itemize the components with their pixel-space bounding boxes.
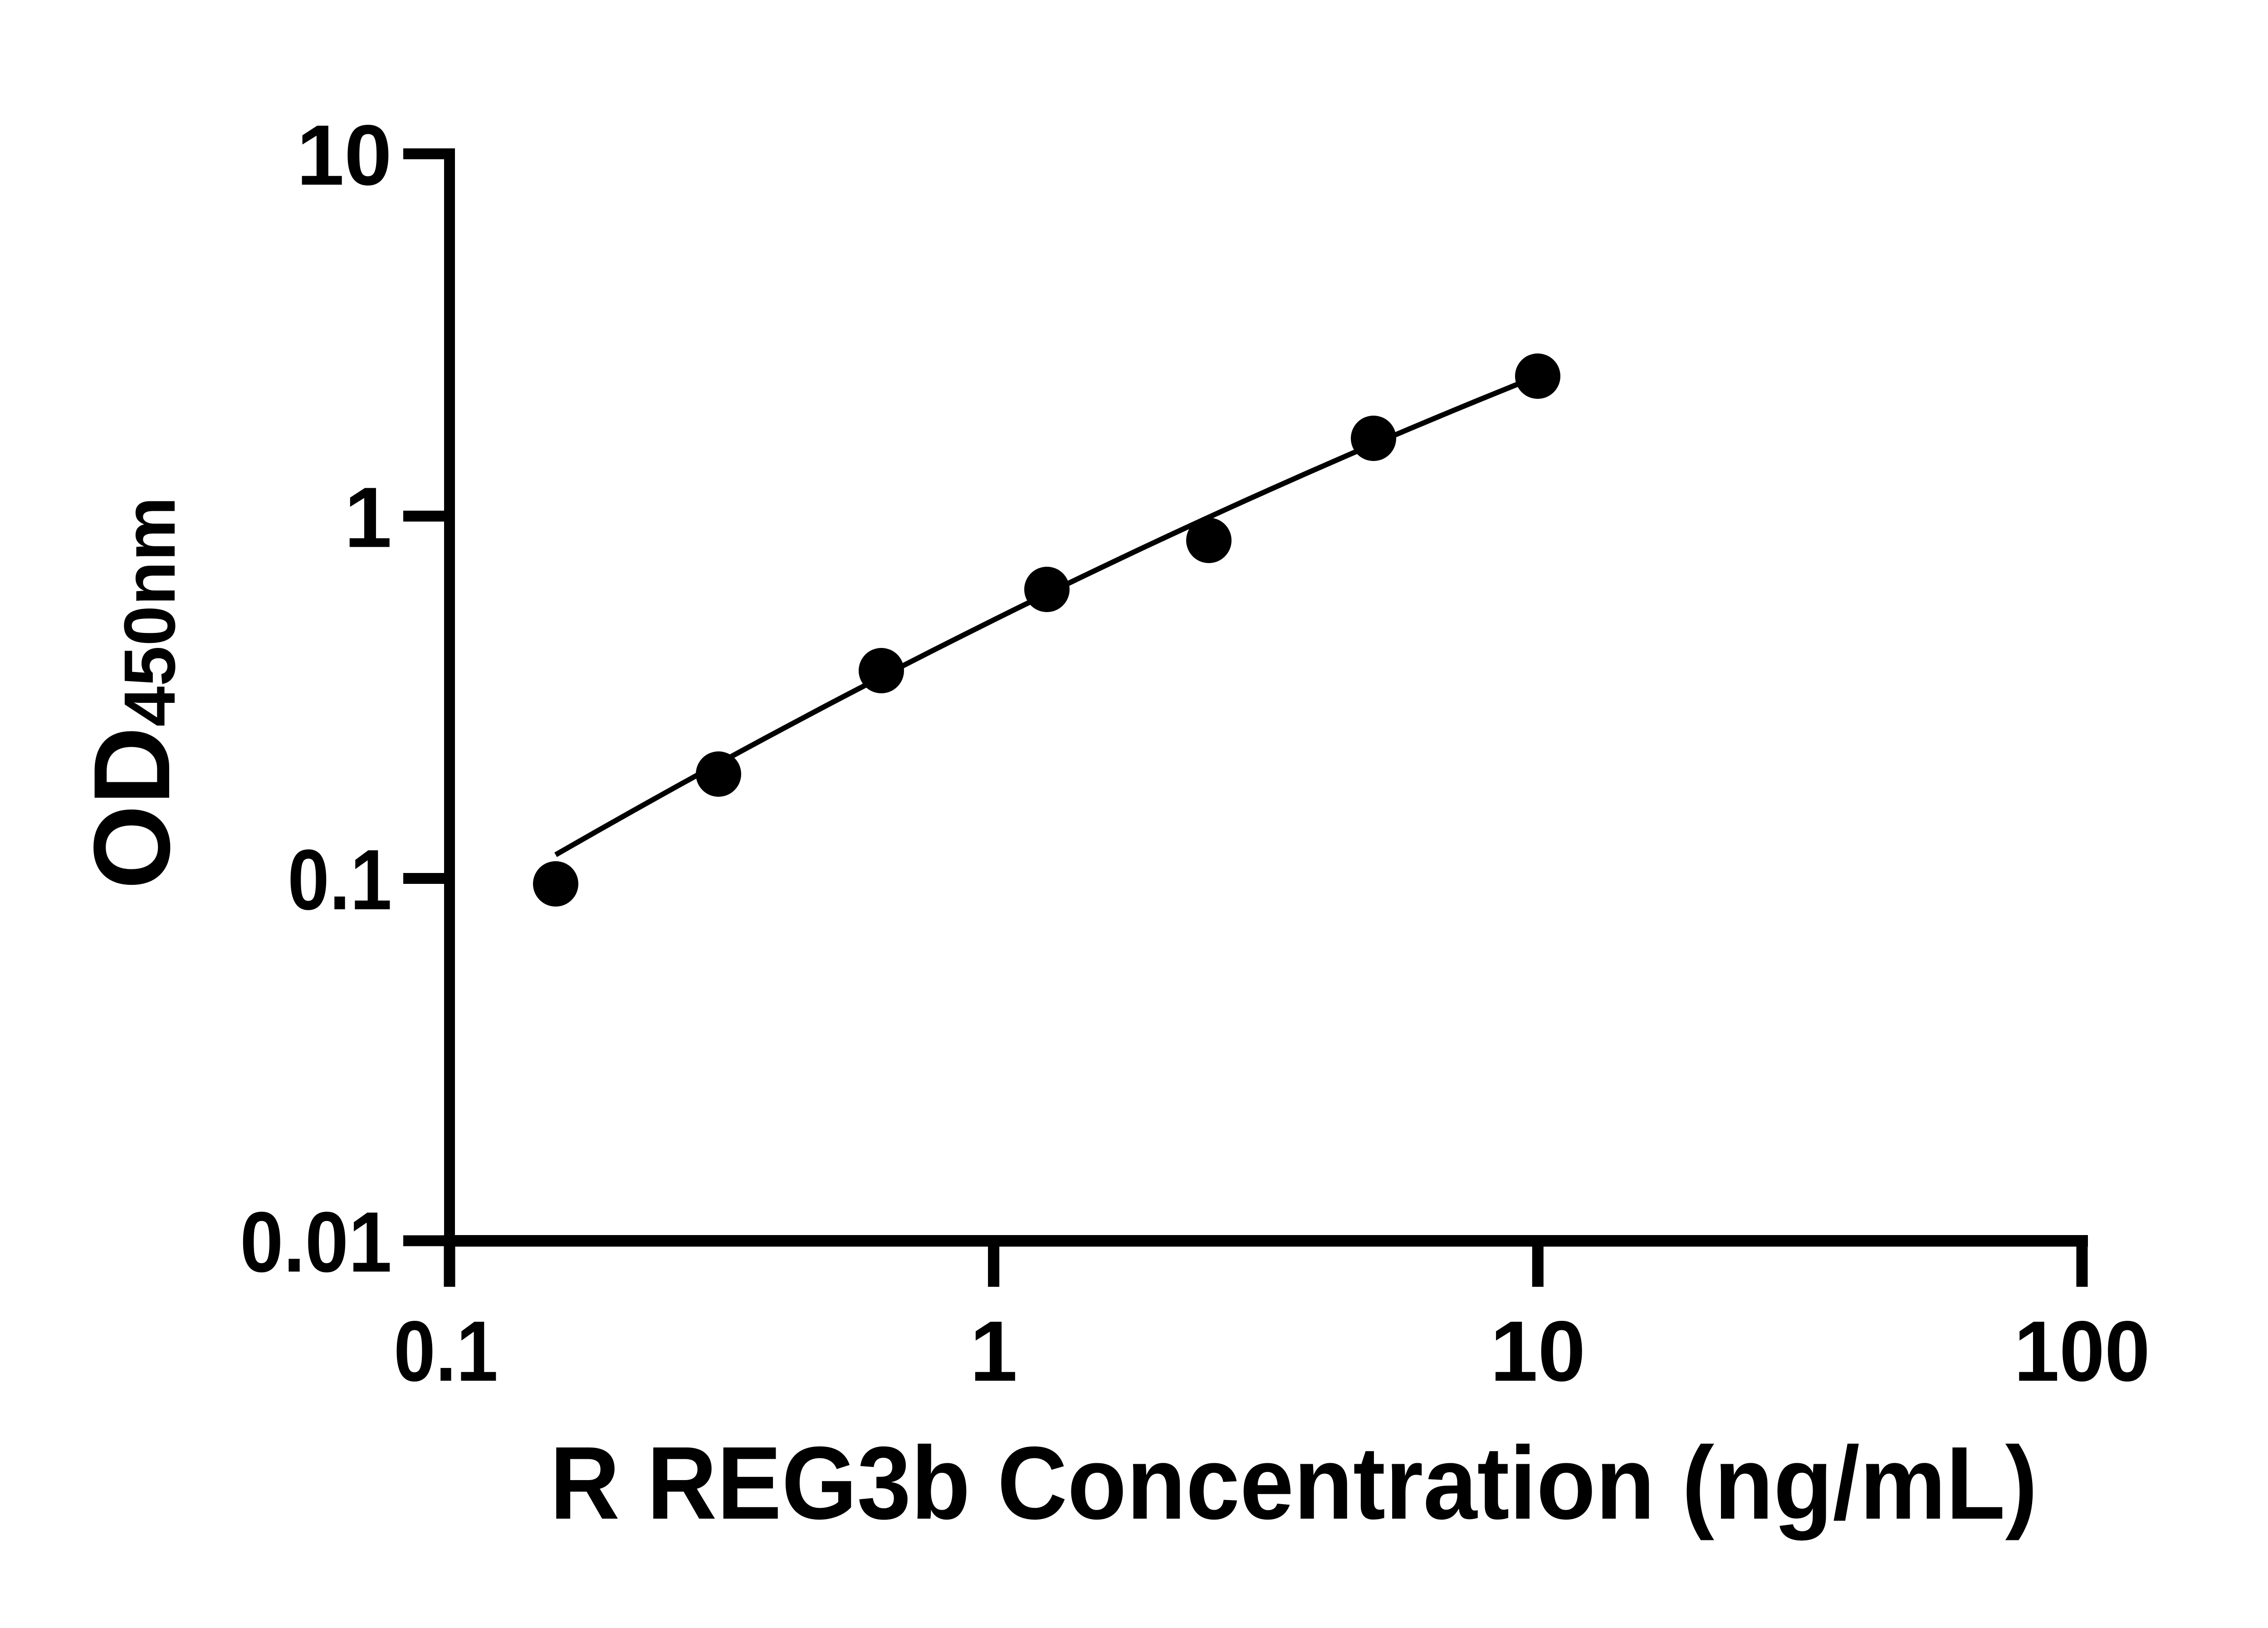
- svg-text:R REG3b Concentration (ng/mL): R REG3b Concentration (ng/mL): [550, 1426, 2038, 1541]
- svg-text:0.1: 0.1: [288, 832, 392, 928]
- svg-text:0.01: 0.01: [240, 1195, 392, 1290]
- svg-text:1: 1: [344, 470, 392, 566]
- svg-text:10: 10: [297, 108, 392, 203]
- svg-text:1: 1: [970, 1304, 1017, 1399]
- svg-text:10: 10: [1490, 1304, 1585, 1399]
- svg-text:0.1: 0.1: [394, 1304, 498, 1399]
- svg-text:100: 100: [2014, 1304, 2150, 1399]
